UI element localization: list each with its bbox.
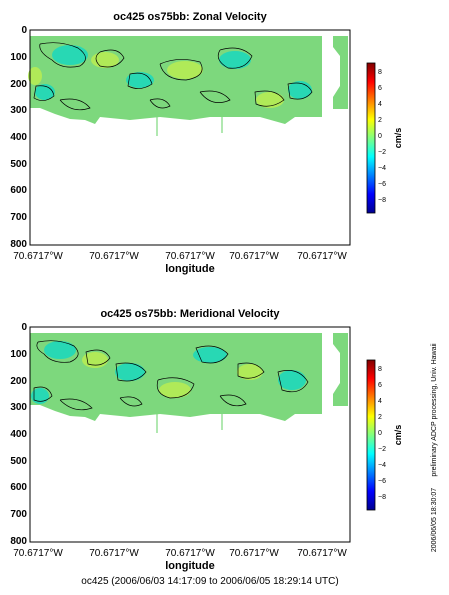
y-tick: 700: [10, 509, 27, 520]
x-axis-label: longitude: [165, 560, 215, 572]
high-velocity-patch: [237, 364, 263, 380]
colorbar-tick: 8: [378, 69, 382, 76]
contour-lines: [33, 42, 313, 111]
y-axis-ticks: 0 100 200 300 400 500 600 700 800: [10, 322, 27, 547]
colorbar-tick: −6: [378, 181, 386, 188]
y-tick: 0: [21, 25, 27, 36]
data-region-right: [333, 36, 348, 109]
y-tick: 600: [10, 185, 27, 196]
y-tick: 800: [10, 536, 27, 547]
colorbar-label: cm/s: [393, 425, 403, 446]
y-tick: 300: [10, 402, 27, 413]
colorbar-tick: 4: [378, 101, 382, 108]
contour-lines: [33, 340, 309, 411]
colorbar-tick: 2: [378, 117, 382, 124]
y-tick: 700: [10, 212, 27, 223]
y-tick: 300: [10, 105, 27, 116]
colorbar-tick: 6: [378, 85, 382, 92]
y-tick: 200: [10, 79, 27, 90]
side-timestamp: 2006/06/05 18:30:07: [431, 488, 438, 552]
high-velocity-patch: [159, 382, 191, 398]
low-velocity-patch: [193, 347, 227, 363]
low-velocity-patch: [278, 370, 306, 390]
colorbar-tick: −4: [378, 165, 386, 172]
y-tick: 500: [10, 159, 27, 170]
y-tick: 100: [10, 349, 27, 360]
colorbar: 8 6 4 2 0 −2 −4 −6 −8 cm/s: [366, 62, 403, 214]
colorbar-tick: 8: [378, 366, 382, 373]
x-tick: 70.6717°W: [229, 251, 279, 262]
y-tick: 500: [10, 456, 27, 467]
colorbar-gradient: [366, 359, 376, 511]
velocity-field: [28, 36, 348, 136]
high-velocity-patch: [28, 67, 42, 85]
colorbar: 8 6 4 2 0 −2 −4 −6 −8 cm/s: [366, 359, 403, 511]
colorbar-tick: −2: [378, 149, 386, 156]
panel-title: oc425 os75bb: Zonal Velocity: [113, 11, 267, 23]
colorbar-tick: 2: [378, 414, 382, 421]
plot-frame: [29, 326, 351, 543]
x-tick: 70.6717°W: [229, 548, 279, 559]
panel-zonal-velocity: oc425 os75bb: Zonal Velocity 0 100 200 3…: [10, 11, 403, 275]
low-velocity-patch: [288, 81, 312, 99]
panel-title: oc425 os75bb: Meridional Velocity: [100, 308, 280, 320]
side-note: preliminary ADCP processing, Univ. Hawai…: [431, 343, 438, 477]
colorbar-tick: 6: [378, 382, 382, 389]
low-velocity-patch: [35, 84, 55, 100]
colorbar-tick: 4: [378, 398, 382, 405]
y-tick: 200: [10, 376, 27, 387]
x-tick: 70.6717°W: [297, 548, 347, 559]
x-tick: 70.6717°W: [297, 251, 347, 262]
colorbar-tick: −6: [378, 478, 386, 485]
footer-time-range: oc425 (2006/06/03 14:17:09 to 2006/06/05…: [81, 576, 338, 587]
y-tick: 800: [10, 239, 27, 250]
velocity-field: [30, 333, 348, 433]
low-velocity-patch: [115, 363, 145, 381]
x-tick: 70.6717°W: [165, 548, 215, 559]
x-axis-ticks: 70.6717°W 70.6717°W 70.6717°W 70.6717°W …: [13, 251, 347, 262]
x-tick: 70.6717°W: [89, 548, 139, 559]
x-axis-ticks: 70.6717°W 70.6717°W 70.6717°W 70.6717°W …: [13, 548, 347, 559]
x-tick: 70.6717°W: [13, 251, 63, 262]
x-tick: 70.6717°W: [89, 251, 139, 262]
colorbar-tick: 0: [378, 430, 382, 437]
y-tick: 0: [21, 322, 27, 333]
y-tick: 400: [10, 429, 27, 440]
y-axis-ticks: 0 100 200 300 400 500 600 700 800: [10, 25, 27, 250]
colorbar-tick: −2: [378, 446, 386, 453]
low-velocity-patch: [31, 388, 49, 404]
plot-frame: [29, 29, 351, 246]
colorbar-tick: −4: [378, 462, 386, 469]
data-region-right: [333, 333, 348, 406]
low-velocity-patch: [44, 341, 76, 359]
colorbar-gradient: [366, 62, 376, 214]
x-axis-label: longitude: [165, 263, 215, 275]
y-tick: 400: [10, 132, 27, 143]
low-velocity-patch: [52, 45, 88, 65]
x-tick: 70.6717°W: [13, 548, 63, 559]
panel-meridional-velocity: oc425 os75bb: Meridional Velocity 0 100 …: [10, 308, 403, 572]
y-tick: 100: [10, 52, 27, 63]
high-velocity-patch: [167, 61, 203, 79]
colorbar-tick: −8: [378, 197, 386, 204]
low-velocity-patch: [219, 51, 251, 69]
colorbar-tick: −8: [378, 494, 386, 501]
x-tick: 70.6717°W: [165, 251, 215, 262]
high-velocity-patch: [82, 352, 108, 368]
colorbar-label: cm/s: [393, 128, 403, 149]
colorbar-tick: 0: [378, 133, 382, 140]
y-tick: 600: [10, 482, 27, 493]
